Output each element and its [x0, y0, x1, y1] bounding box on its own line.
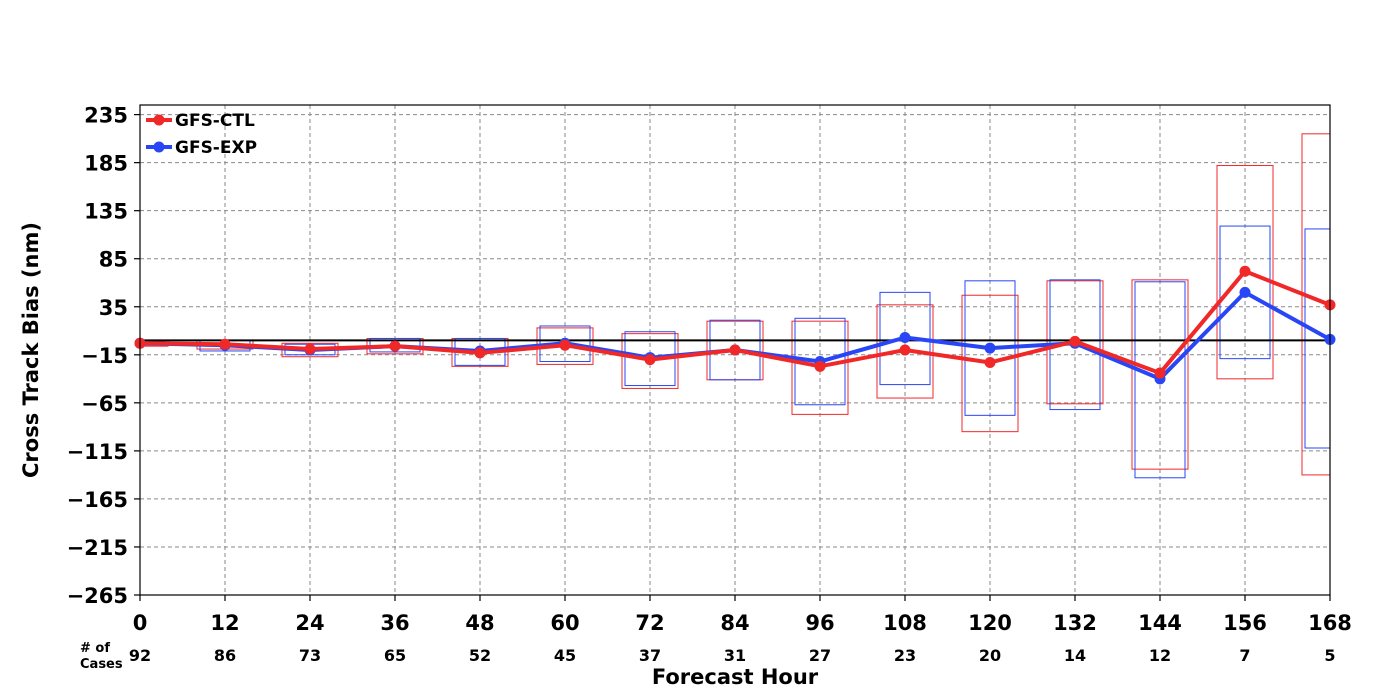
case-count: 45 [554, 646, 576, 665]
data-point [304, 343, 316, 355]
legend-swatch-marker [153, 141, 165, 153]
spread-box [876, 304, 934, 399]
data-point [389, 340, 401, 352]
x-tick-label: 84 [720, 611, 749, 635]
case-count: 23 [894, 646, 916, 665]
x-tick-label: 168 [1308, 611, 1352, 635]
case-count: 31 [724, 646, 746, 665]
case-count: 65 [384, 646, 406, 665]
x-tick-label: 36 [380, 611, 409, 635]
data-point [729, 344, 741, 356]
spread-box [1046, 280, 1104, 405]
y-tick-label: −65 [81, 392, 128, 416]
x-axis-ticks: 0 12 24 36 48 60 72 84 96 108 120 132 144 156 168 [133, 595, 1352, 635]
x-tick-label: 24 [295, 611, 324, 635]
y-tick-label: −15 [81, 344, 128, 368]
x-tick-label: 12 [210, 611, 239, 635]
data-point [1239, 286, 1251, 298]
x-tick-label: 120 [968, 611, 1012, 635]
case-count: 14 [1064, 646, 1086, 665]
spread-box [1219, 225, 1271, 360]
data-point [474, 347, 486, 359]
spread-box [879, 291, 931, 386]
series-lines [134, 265, 1336, 385]
data-point [219, 338, 231, 350]
y-tick-label: −215 [67, 536, 128, 560]
y-axis-title: Cross Track Bias (nm) [19, 222, 43, 478]
x-tick-label: 72 [635, 611, 664, 635]
y-tick-label: −165 [67, 488, 128, 512]
legend-label: GFS-EXP [175, 138, 257, 158]
spread-box [709, 319, 761, 381]
legend-swatch-marker [153, 114, 165, 126]
case-count: 20 [979, 646, 1001, 665]
x-tick-label: 144 [1138, 611, 1182, 635]
cases-label-line1: # of [80, 641, 110, 656]
case-count: 37 [639, 646, 661, 665]
data-point [899, 344, 911, 356]
y-tick-label: −115 [67, 440, 128, 464]
case-count: 12 [1149, 646, 1171, 665]
spread-box [1216, 165, 1274, 380]
x-tick-label: 156 [1223, 611, 1267, 635]
data-point [1069, 335, 1081, 347]
case-count: 5 [1324, 646, 1335, 665]
y-tick-label: 135 [84, 200, 128, 224]
data-point [984, 356, 996, 368]
cases-label-line2: Cases [80, 657, 123, 672]
x-tick-label: 0 [133, 611, 148, 635]
x-tick-label: 60 [550, 611, 579, 635]
case-count: 7 [1239, 646, 1250, 665]
data-point [1154, 367, 1166, 379]
y-tick-label: −265 [67, 584, 128, 608]
case-count: 92 [129, 646, 151, 665]
y-tick-label: 185 [84, 152, 128, 176]
x-axis-title: Forecast Hour [652, 665, 819, 689]
x-tick-label: 108 [883, 611, 927, 635]
legend-label: GFS-CTL [175, 111, 255, 131]
data-point [644, 354, 656, 366]
data-point [1239, 265, 1251, 277]
spread-box [1134, 281, 1186, 479]
x-tick-label: 96 [805, 611, 834, 635]
case-count: 27 [809, 646, 831, 665]
case-count: 52 [469, 646, 491, 665]
spread-box [1131, 279, 1189, 470]
y-tick-label: 235 [84, 104, 128, 128]
x-tick-label: 48 [465, 611, 494, 635]
spread-box [621, 333, 679, 389]
y-axis-ticks: 235 185 135 85 35 −15 −65 −115 −165 −215 −265 [67, 104, 140, 608]
data-point [984, 342, 996, 354]
case-count: 73 [299, 646, 321, 665]
case-count: 86 [214, 646, 236, 665]
spread-box [791, 320, 849, 415]
data-point [814, 360, 826, 372]
legend: GFS-CTL GFS-EXP [146, 111, 257, 158]
data-point [899, 332, 911, 344]
y-tick-label: 85 [99, 248, 128, 272]
cases-row: 92 86 73 65 52 45 37 31 27 23 20 14 12 7 5 [129, 646, 1336, 665]
data-point [559, 339, 571, 351]
spread-box [961, 294, 1019, 433]
x-tick-label: 132 [1053, 611, 1097, 635]
y-tick-label: 35 [99, 296, 128, 320]
